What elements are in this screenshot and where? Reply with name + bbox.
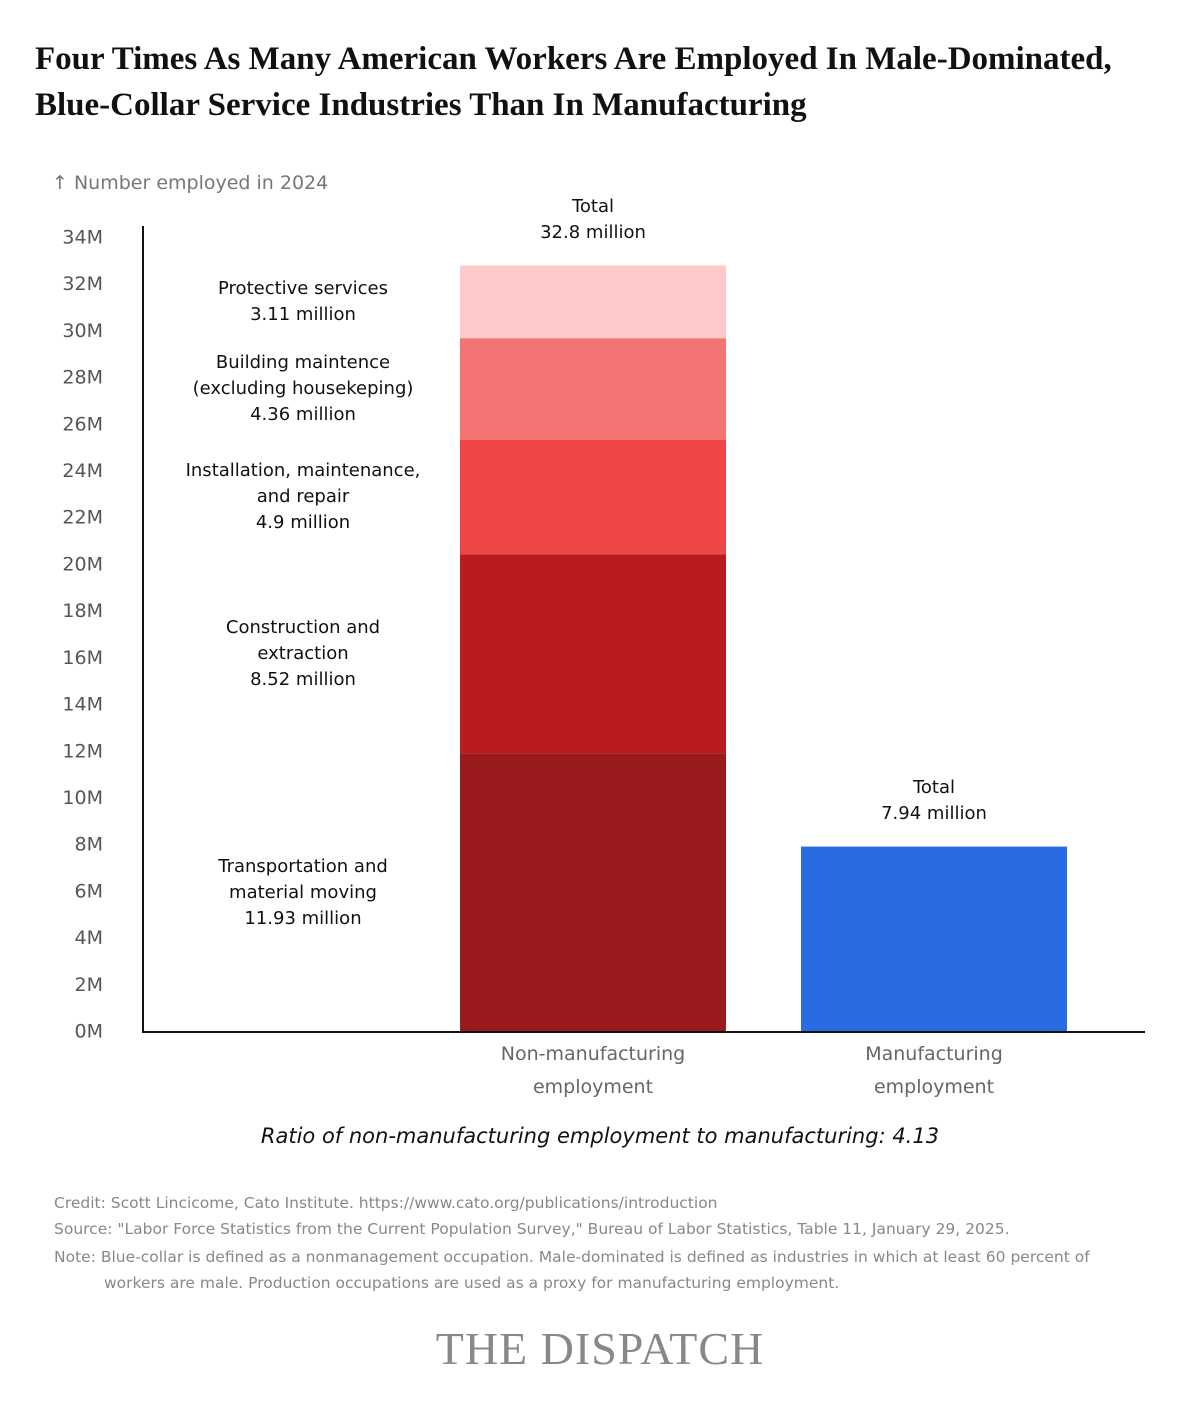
segment-name: Transportation and material moving	[218, 855, 388, 903]
bar-segment	[460, 338, 726, 441]
y-axis-label: ↑ Number employed in 2024	[52, 172, 329, 194]
segment-label: Building maintence (excluding housekepin…	[168, 350, 438, 428]
segment-value: 4.36 million	[250, 404, 356, 426]
total-label: Total 32.8 million	[493, 194, 693, 246]
y-tick-label: 12M	[62, 740, 103, 762]
segment-label: Protective services 3.11 million	[168, 276, 438, 328]
y-tick-label: 10M	[62, 787, 103, 809]
y-tick-label: 18M	[62, 600, 103, 622]
brand: THE DISPATCH	[435, 1323, 765, 1374]
y-tick-label: 0M	[75, 1021, 103, 1043]
segment-label: Installation, maintenance, and repair 4.9…	[168, 458, 438, 536]
y-tick-label: 8M	[75, 834, 103, 856]
total-value: 32.8 million	[540, 222, 646, 244]
total-title: Total	[912, 776, 956, 798]
segment-name: Installation, maintenance, and repair	[185, 460, 421, 508]
total-value: 7.94 million	[881, 802, 987, 824]
x-tick-label: Manufacturing employment	[865, 1043, 1003, 1098]
bar-segment	[460, 440, 726, 555]
chart-title: Four Times As Many American Workers Are …	[35, 41, 1112, 123]
y-tick-label: 6M	[75, 880, 103, 902]
credit: Credit: Scott Lincicome, Cato Institute.…	[54, 1194, 718, 1212]
segment-label: Transportation and material moving 11.93 …	[203, 854, 403, 932]
y-tick-label: 4M	[75, 927, 103, 949]
y-tick-label: 22M	[62, 507, 103, 529]
y-tick-label: 32M	[62, 273, 103, 295]
note: Note: Blue-collar is defined as a nonman…	[54, 1248, 1090, 1292]
y-tick-label: 14M	[62, 694, 103, 716]
segment-name: Construction and extraction	[225, 616, 381, 664]
y-tick-label: 24M	[62, 460, 103, 482]
segment-value: 3.11 million	[250, 303, 356, 325]
segment-value: 4.9 million	[255, 512, 351, 534]
y-tick-label: 30M	[62, 320, 103, 342]
y-tick-label: 2M	[75, 974, 103, 996]
x-tick-label: Non-manufacturing employment	[500, 1043, 686, 1098]
segment-label: Construction and extraction 8.52 million	[203, 615, 403, 693]
bar-segment	[801, 846, 1067, 1032]
y-tick-label: 26M	[62, 413, 103, 435]
bar-segment	[460, 265, 726, 339]
source: Source: "Labor Force Statistics from the…	[54, 1220, 1010, 1238]
bar-segment	[460, 753, 726, 1032]
y-tick-label: 20M	[62, 553, 103, 575]
total-title: Total	[571, 196, 615, 218]
y-tick-label: 16M	[62, 647, 103, 669]
total-label: Total 7.94 million	[834, 775, 1034, 827]
annotation: Ratio of non-manufacturing employment to…	[260, 1124, 940, 1148]
segment-name: Protective services	[218, 277, 388, 299]
segment-value: 11.93 million	[244, 907, 362, 929]
segment-value: 8.52 million	[250, 668, 356, 690]
bar-segment	[460, 554, 726, 754]
y-tick-label: 34M	[62, 227, 103, 249]
segment-name: Building maintence (excluding housekepin…	[192, 352, 414, 400]
y-tick-label: 28M	[62, 367, 103, 389]
